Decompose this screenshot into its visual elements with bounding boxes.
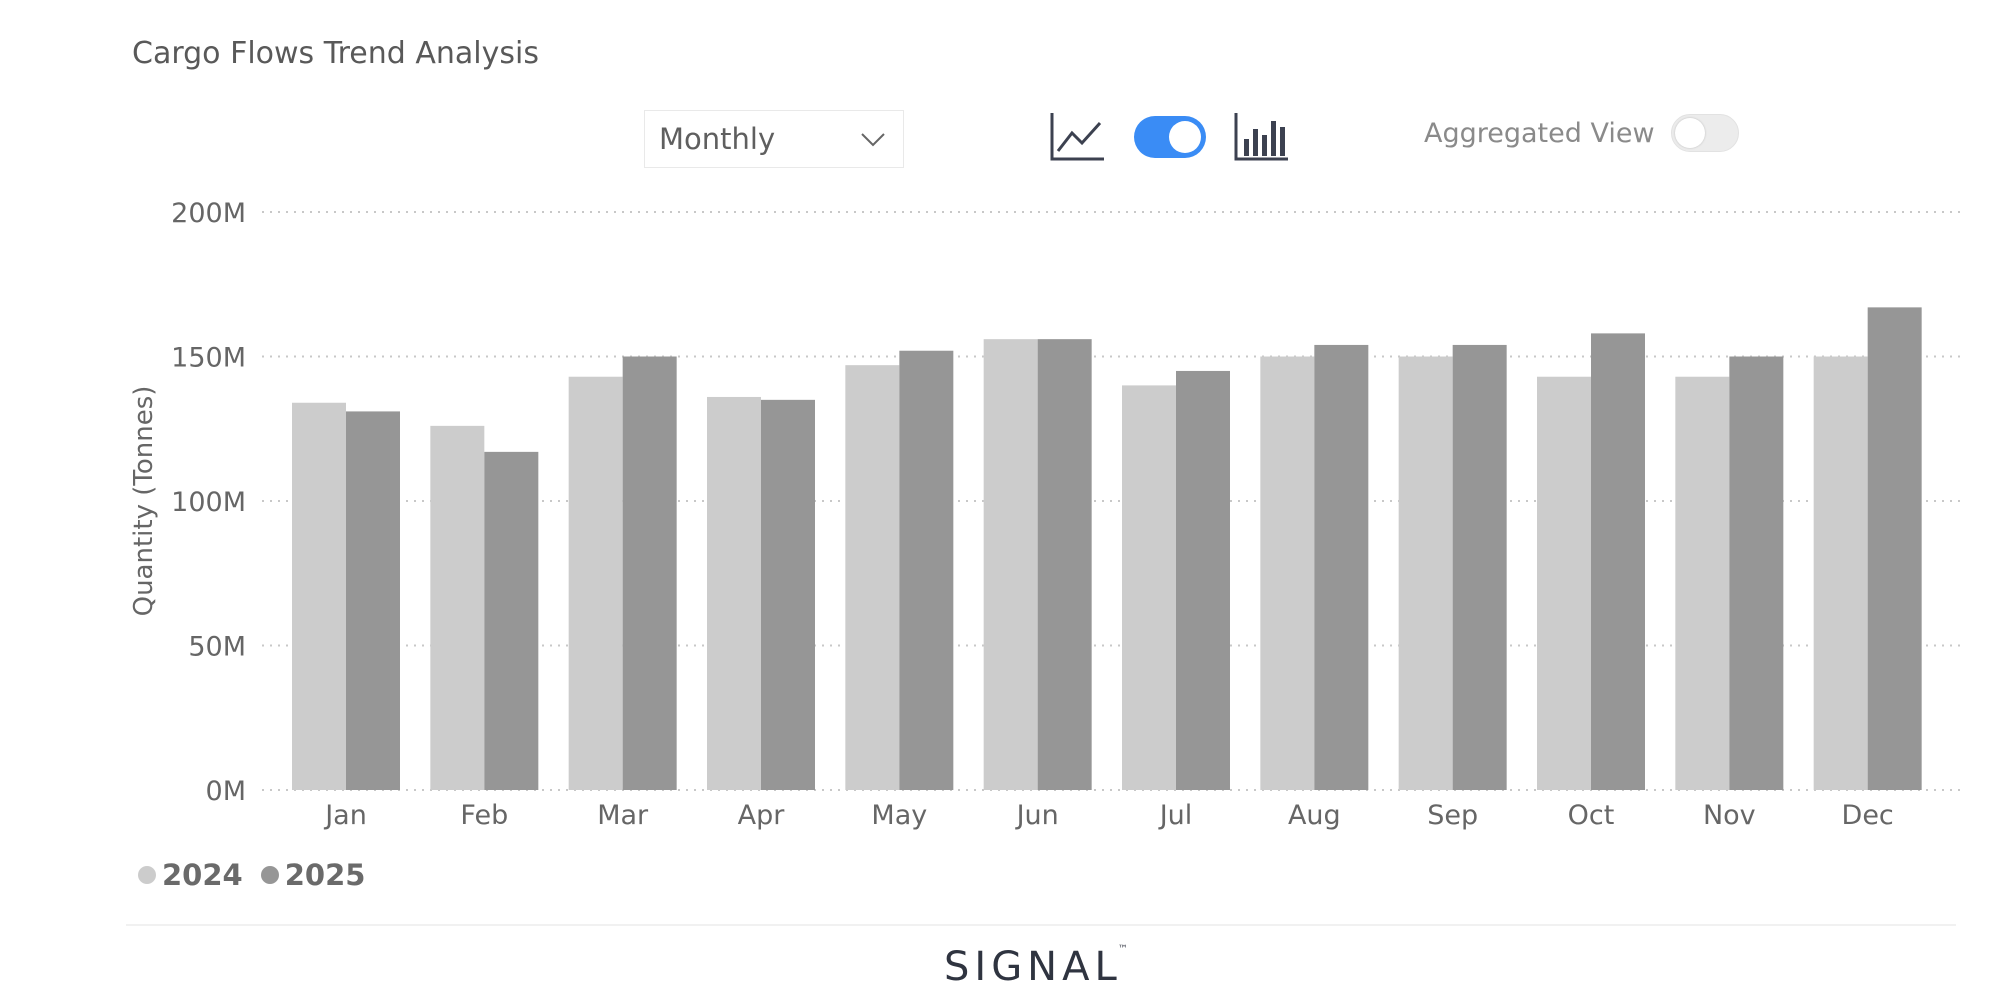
x-tick-label: Jun <box>1015 800 1059 831</box>
bar-chart-icon[interactable] <box>1232 109 1292 165</box>
bar-2024-feb <box>430 425 485 790</box>
x-tick-label: Dec <box>1842 800 1894 831</box>
bar-2024-sep <box>1398 356 1453 790</box>
signal-logo: SIGNAL™ <box>944 944 1128 990</box>
logo-text: SIGNAL <box>944 944 1122 990</box>
logo-trademark: ™ <box>1117 944 1128 955</box>
bar-2024-mar <box>568 376 623 790</box>
period-select[interactable]: Monthly <box>644 110 904 168</box>
y-tick-label: 150M <box>171 343 246 374</box>
y-tick-label: 0M <box>206 776 246 807</box>
x-tick-label: Apr <box>738 800 786 831</box>
bar-2024-jun <box>983 339 1038 790</box>
period-select-value: Monthly <box>659 122 776 156</box>
bar-2025-may <box>899 350 954 790</box>
bar-chart: 0M 50M 100M 150M 200M Quantity (Tonnes) Jan Feb… <box>129 198 1960 831</box>
legend-item-2025[interactable]: 2025 <box>260 858 366 892</box>
chart-title: Cargo Flows Trend Analysis <box>132 36 539 71</box>
bar-2025-jun <box>1037 339 1092 790</box>
x-tick-label: Jul <box>1158 800 1193 831</box>
x-tick-label: Mar <box>597 800 649 831</box>
y-tick-label: 50M <box>188 632 246 663</box>
legend-item-2024[interactable]: 2024 <box>138 858 243 892</box>
aggregated-view-label: Aggregated View <box>1424 117 1655 149</box>
bar-2025-sep <box>1452 344 1507 790</box>
legend-swatch-2024 <box>138 866 156 884</box>
legend-label-2025: 2025 <box>284 858 366 892</box>
bar-2024-aug <box>1260 356 1315 790</box>
x-tick-label: Oct <box>1568 800 1615 831</box>
chart-legend: 2024 2025 <box>138 858 383 892</box>
bar-2024-may <box>845 365 900 790</box>
bar-2025-aug <box>1314 344 1369 790</box>
legend-label-2024: 2024 <box>162 858 243 892</box>
x-tick-label: Sep <box>1427 800 1478 831</box>
y-axis-label: Quantity (Tonnes) <box>129 386 159 617</box>
bar-2025-oct <box>1591 333 1645 790</box>
chevron-down-icon <box>861 133 885 147</box>
bar-2024-nov <box>1675 376 1730 790</box>
chart-type-switch[interactable] <box>1134 116 1206 158</box>
bar-2025-jul <box>1176 370 1230 790</box>
bar-2024-oct <box>1537 376 1591 790</box>
bar-2025-nov <box>1729 356 1784 790</box>
x-tick-label: Aug <box>1288 800 1341 831</box>
x-tick-label: Nov <box>1703 800 1756 831</box>
y-tick-label: 200M <box>171 198 246 229</box>
line-chart-icon[interactable] <box>1048 109 1108 165</box>
chart-type-toggle-group <box>1048 106 1292 168</box>
bar-2025-dec <box>1867 307 1922 790</box>
bar-2025-jan <box>346 411 400 790</box>
switch-knob <box>1169 121 1201 153</box>
bar-2024-apr <box>707 396 761 790</box>
bar-2025-apr <box>761 399 815 790</box>
bar-2024-dec <box>1813 356 1868 790</box>
bar-2024-jul <box>1122 385 1176 790</box>
bar-2024-jan <box>292 402 346 790</box>
legend-swatch-2025 <box>260 866 279 884</box>
bar-2025-feb <box>484 451 539 790</box>
y-tick-label: 100M <box>171 487 246 518</box>
x-tick-label: May <box>871 800 927 831</box>
x-tick-label: Jan <box>323 800 367 831</box>
bar-2025-mar <box>622 356 677 790</box>
aggregated-view-switch[interactable] <box>1670 114 1739 152</box>
switch-knob <box>1674 118 1705 148</box>
aggregated-view-control: Aggregated View <box>1424 114 1739 152</box>
x-tick-label: Feb <box>460 800 508 831</box>
footer-divider <box>126 924 1956 926</box>
